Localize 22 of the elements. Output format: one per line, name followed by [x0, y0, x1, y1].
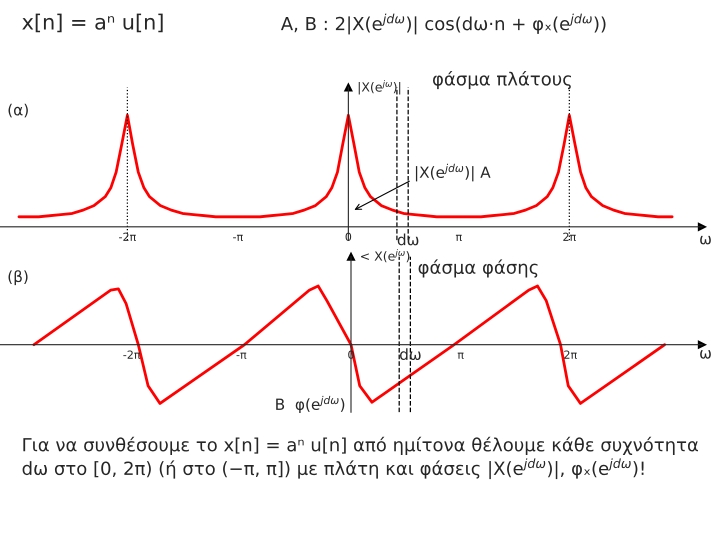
chart-subtitle: A, B : 2|X(e$^{jdω}$)| cos(dω·n + φₓ(e$^{jdω}$)) — [280, 14, 606, 34]
annotation: |X(e$^{jdω}$)| A — [416, 164, 491, 182]
chart-title: x[n] = aⁿ u[n] — [22, 14, 163, 32]
annotation: B φ(e$^{jdω}$) — [276, 396, 344, 413]
x-tick-label: -π — [233, 234, 243, 242]
ref-line-label: dω — [398, 234, 418, 246]
x-tick-label: -2π — [119, 232, 136, 242]
y-axis-title: |X(e$^{jω}$)| — [358, 80, 400, 94]
x-tick-label: -π — [236, 352, 246, 359]
text: Για να συνθέσουμε το x[n] = aⁿ u[n] από ημίτονα θέλουμε κάθε συχνότητα dω στο [0, 2π) (ή στο (−π, π]) με πλάτη και φάσεις |X(e$^{jdω}$)|, φₓ(e$^{jdω}$)! — [22, 436, 698, 480]
y-axis-title: < X(e$^{jω}$) — [361, 249, 410, 262]
x-tick-label: 2π — [563, 232, 576, 242]
text: φάσμα φάσης — [418, 259, 538, 278]
text: φάσμα πλάτους — [432, 70, 572, 90]
x-axis-title: ω — [700, 350, 711, 359]
x-axis-title: ω — [700, 236, 711, 244]
x-tick-label: π — [456, 234, 462, 242]
ref-line-label: dω — [400, 348, 421, 360]
text: (β) — [8, 270, 28, 286]
annotation: (α) — [8, 104, 28, 118]
x-tick-label: 2π — [564, 350, 577, 359]
x-tick-label: π — [458, 352, 464, 359]
